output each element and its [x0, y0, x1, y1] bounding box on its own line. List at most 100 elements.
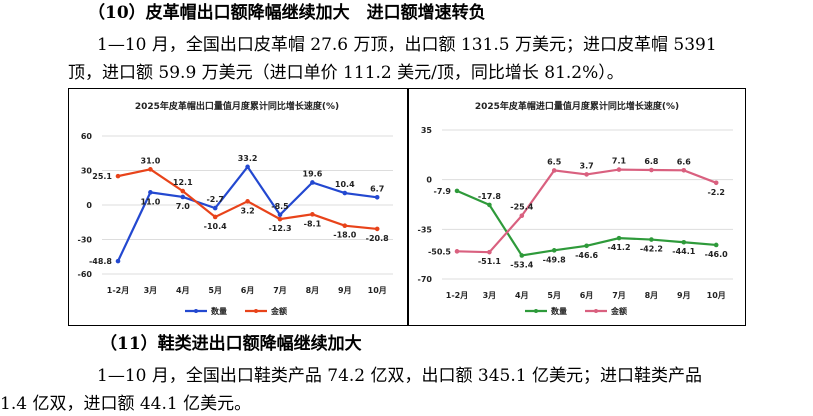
data-point [616, 167, 622, 172]
data-point [277, 212, 283, 218]
data-label: -49.8 [543, 255, 566, 264]
data-label: 25.1 [92, 172, 112, 181]
data-point [180, 188, 186, 194]
export-growth-chart: 2025年皮革帽出口量值月度累计同比增长速度(%) 60 30 0 -30 -60 1-2月… [78, 100, 393, 316]
x-tick-label: 10月 [707, 291, 726, 300]
y-tick-label: 0 [86, 201, 92, 210]
data-label: -2.7 [206, 195, 224, 204]
data-label: 10.4 [335, 180, 355, 189]
data-point [342, 223, 348, 228]
data-label: -18.0 [333, 231, 356, 240]
data-point [310, 212, 315, 217]
data-point [374, 194, 380, 200]
data-point [148, 167, 153, 172]
y-tick-label: 35 [421, 126, 433, 135]
data-point [713, 180, 719, 186]
data-point [342, 190, 348, 196]
series-line-金额 [456, 168, 717, 254]
data-label: 7.1 [612, 157, 627, 166]
data-label: -8.5 [271, 202, 289, 211]
x-tick-label: 4月 [176, 286, 190, 295]
data-point [212, 214, 218, 220]
legend-label: 金额 [610, 306, 627, 316]
data-point [148, 190, 153, 195]
legend-label: 金额 [270, 306, 287, 316]
data-point [454, 188, 460, 194]
data-label: -7.9 [434, 187, 452, 196]
y-tick-label: -30 [78, 236, 93, 245]
paragraph-11-line1: 1—10 月，全国出口鞋类产品 74.2 亿双，出口额 345.1 亿美元；进口… [97, 366, 702, 386]
data-point [519, 213, 525, 219]
x-tick-label: 6月 [241, 286, 255, 295]
data-point [681, 239, 687, 245]
data-label: -12.3 [268, 224, 291, 233]
x-tick-label: 9月 [677, 291, 691, 300]
data-point [519, 253, 525, 258]
x-tick-label: 1-2月 [446, 291, 468, 300]
data-label: -51.1 [478, 257, 501, 266]
legend-marker [534, 309, 538, 313]
x-tick-label: 8月 [306, 286, 320, 295]
legend-marker [594, 309, 598, 313]
paragraph-10-line2: 顶，进口额 59.9 万美元（进口单价 111.2 美元/顶，同比增长 81.2… [68, 63, 624, 83]
data-label: 6.7 [370, 184, 384, 193]
section-heading-11: （11）鞋类进出口额降幅继续加大 [100, 334, 362, 354]
data-point [115, 258, 121, 264]
data-label: -46.6 [575, 251, 598, 260]
legend-label: 数量 [211, 306, 227, 316]
x-tick-label: 5月 [208, 286, 222, 295]
chart-title: 2025年皮革帽进口量值月度累计同比增长速度(%) [475, 100, 679, 112]
data-point [212, 205, 218, 211]
data-point [616, 235, 622, 241]
data-label: 3.7 [580, 161, 594, 170]
data-label: -44.1 [672, 247, 695, 256]
data-label: 31.0 [141, 156, 161, 165]
data-label: -46.0 [705, 250, 728, 259]
data-point [115, 173, 121, 179]
data-point [277, 216, 283, 222]
legend-marker [254, 309, 258, 313]
data-point [551, 248, 557, 253]
x-tick-label: 6月 [580, 291, 594, 300]
x-tick-label: 7月 [612, 291, 626, 300]
data-label: -20.8 [366, 234, 389, 243]
y-tick-label: -35 [418, 225, 433, 234]
data-point [584, 172, 589, 177]
data-label: 33.2 [238, 154, 258, 163]
data-label: 3.2 [241, 206, 255, 215]
x-tick-label: 4月 [515, 291, 529, 300]
data-point [649, 167, 654, 173]
data-point [454, 249, 460, 254]
data-point [649, 237, 654, 242]
chart-title: 2025年皮革帽出口量值月度累计同比增长速度(%) [135, 100, 339, 112]
data-label: 11.0 [141, 197, 161, 206]
data-label: 19.6 [303, 169, 323, 178]
data-label: -42.2 [640, 245, 663, 254]
x-tick-label: 10月 [368, 286, 387, 295]
x-tick-label: 3月 [144, 286, 158, 295]
data-label: 12.1 [173, 178, 193, 187]
x-tick-label: 3月 [483, 291, 497, 300]
data-point [180, 194, 186, 200]
x-tick-label: 7月 [273, 286, 287, 295]
data-point [245, 164, 250, 170]
data-point [551, 168, 557, 173]
paragraph-11-line2: 1.4 亿双，进口额 44.1 亿美元。 [0, 394, 252, 414]
legend-label: 数量 [551, 306, 567, 316]
data-label: -17.8 [478, 192, 501, 201]
y-tick-label: 0 [426, 176, 432, 185]
y-tick-label: -70 [418, 275, 433, 284]
data-point [713, 242, 719, 248]
data-point [487, 202, 492, 208]
data-label: -10.4 [204, 222, 227, 231]
charts-divider [407, 88, 409, 326]
paragraph-10-line1: 1—10 月，全国出口皮革帽 27.6 万顶，出口额 131.5 万美元；进口皮… [97, 35, 717, 55]
data-point [374, 226, 380, 232]
data-point [310, 180, 315, 185]
data-point [245, 199, 250, 204]
data-label: -50.5 [428, 247, 451, 256]
section-heading-10: （10）皮革帽出口额降幅继续加大 进口额增速转负 [88, 3, 486, 23]
y-tick-label: 60 [81, 132, 93, 141]
data-label: 6.5 [547, 157, 562, 166]
data-label: -41.2 [607, 243, 630, 252]
